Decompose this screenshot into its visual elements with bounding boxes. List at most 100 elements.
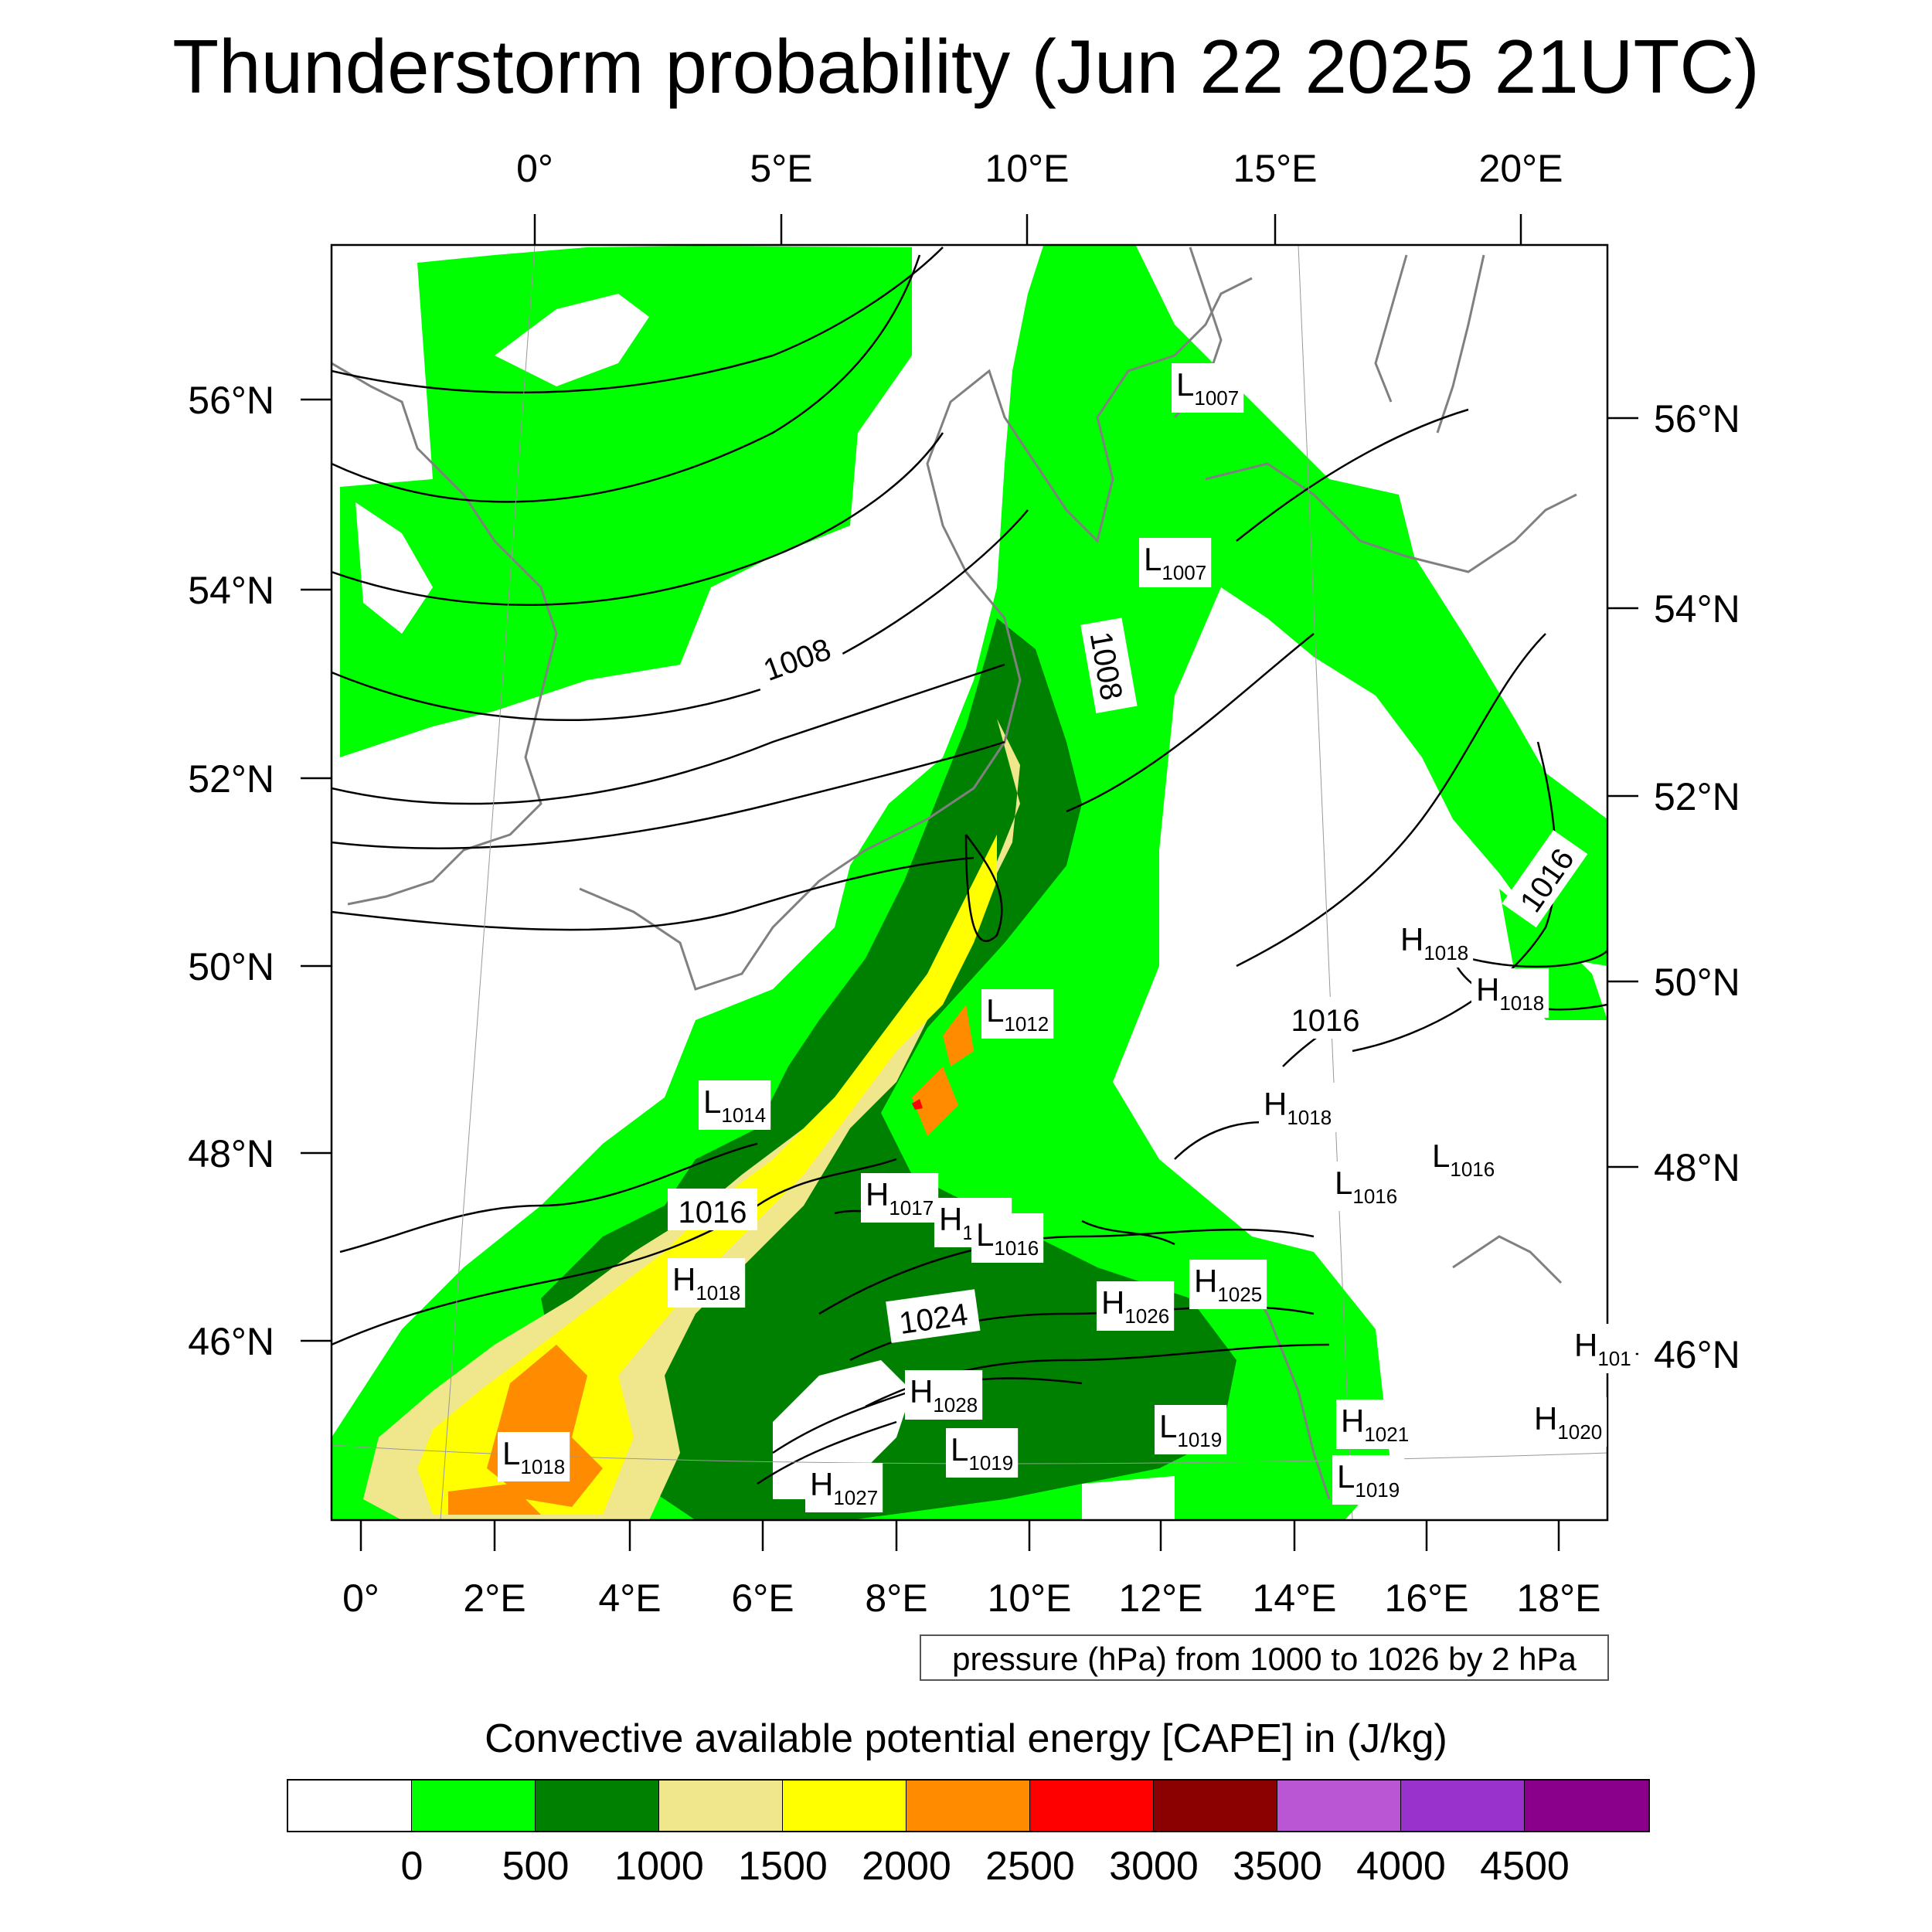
- cape-region-red: [912, 1099, 923, 1110]
- isobar-label: 1016: [1281, 997, 1370, 1039]
- top-lon-label: 10°E: [985, 147, 1070, 190]
- bottom-lon-label: 6°E: [731, 1577, 794, 1620]
- high-pressure-label: H1021: [1336, 1400, 1414, 1449]
- cape-region-green: [340, 246, 912, 757]
- svg-text:H1028: H1028: [910, 1373, 978, 1417]
- top-lon-label: 20°E: [1479, 147, 1563, 190]
- isobar-labels: 1008 1008 1016 1016 1016 1024: [668, 617, 1588, 1343]
- bottom-lon-label: 18°E: [1517, 1577, 1601, 1620]
- colorbar-tick-label: 1500: [738, 1844, 828, 1889]
- low-pressure-label: L1019: [1155, 1405, 1227, 1454]
- low-pressure-label: L1019: [946, 1428, 1019, 1478]
- low-pressure-label: L1016: [971, 1213, 1044, 1263]
- colorbar-tick-label: 2000: [862, 1844, 951, 1889]
- right-lat-label: 54°N: [1654, 587, 1740, 631]
- colorbar-tick-label: 4000: [1356, 1844, 1446, 1889]
- left-lat-label: 48°N: [188, 1132, 274, 1175]
- isobar-label: 1016: [668, 1189, 757, 1230]
- colorbar-tick-label: 1000: [614, 1844, 704, 1889]
- svg-text:L1016: L1016: [1335, 1165, 1397, 1208]
- svg-text:L1014: L1014: [703, 1083, 766, 1127]
- right-lat-label: 56°N: [1654, 397, 1740, 440]
- svg-text:H1021: H1021: [1341, 1403, 1409, 1446]
- svg-text:H1018: H1018: [1400, 921, 1468, 964]
- svg-text:L1016: L1016: [1432, 1138, 1495, 1181]
- map-border: [330, 243, 1609, 1522]
- svg-text:H1026: H1026: [1101, 1284, 1169, 1328]
- low-pressure-label: L1018: [498, 1432, 570, 1481]
- bottom-lon-label: 0°: [342, 1577, 379, 1620]
- left-lat-label: 56°N: [188, 379, 274, 422]
- low-pressure-label: L1016: [1427, 1134, 1500, 1184]
- svg-text:H1018: H1018: [672, 1261, 740, 1304]
- high-pressure-label: H1018: [668, 1258, 746, 1308]
- low-pressure-label: L1007: [1139, 538, 1212, 587]
- colorbar-tick-label: 2500: [985, 1844, 1075, 1889]
- low-pressure-label: L1012: [981, 989, 1054, 1039]
- bottom-lon-label: 14°E: [1253, 1577, 1337, 1620]
- high-pressure-label: H1025: [1189, 1260, 1267, 1309]
- colorbar-tick-label: 500: [502, 1844, 570, 1889]
- svg-text:L1012: L1012: [986, 992, 1049, 1036]
- svg-text:L1016: L1016: [976, 1216, 1039, 1260]
- high-pressure-label: H1020: [1529, 1397, 1607, 1447]
- colorbar-tick-label: 3500: [1233, 1844, 1322, 1889]
- colorbar-swatch: [412, 1781, 536, 1831]
- left-lat-labels: 56°N 54°N 52°N 50°N 48°N 46°N: [188, 379, 274, 1363]
- cape-region-yellow: [417, 773, 997, 1515]
- colorbar-swatch: [1525, 1781, 1648, 1831]
- colorbar-swatch: [1030, 1781, 1154, 1831]
- left-ticks: [301, 398, 332, 1342]
- high-pressure-label: H1018: [1396, 918, 1474, 968]
- svg-text:H101: H101: [1574, 1327, 1631, 1370]
- pressure-contour-note: pressure (hPa) from 1000 to 1026 by 2 hP…: [920, 1634, 1609, 1681]
- right-lat-label: 46°N: [1654, 1333, 1740, 1376]
- colorbar-swatch: [1154, 1781, 1277, 1831]
- pressure-centre-labels: L1007L1007L1012L1014H1017H1018L1016H1018…: [498, 363, 1636, 1512]
- svg-text:H1017: H1017: [866, 1176, 934, 1219]
- right-lat-label: 50°N: [1654, 961, 1740, 1004]
- svg-text:H1018: H1018: [1264, 1086, 1332, 1129]
- low-pressure-label: L1014: [699, 1080, 771, 1130]
- svg-text:L1007: L1007: [1144, 541, 1206, 584]
- bottom-lon-label: 16°E: [1385, 1577, 1469, 1620]
- svg-text:L1018: L1018: [502, 1435, 565, 1478]
- high-pressure-label: H1027: [805, 1463, 883, 1512]
- colorbar-swatch: [783, 1781, 906, 1831]
- top-lon-labels: 0° 5°E 10°E 15°E 20°E: [516, 147, 1563, 190]
- right-ticks: [1607, 417, 1638, 1355]
- isobar-label: 1008: [747, 622, 846, 692]
- chart-title: Thunderstorm probability (Jun 22 2025 21…: [172, 24, 1760, 109]
- bottom-lon-label: 12°E: [1119, 1577, 1203, 1620]
- colorbar-swatch: [1277, 1781, 1401, 1831]
- svg-text:H1025: H1025: [1194, 1263, 1262, 1306]
- svg-text:1016: 1016: [1291, 1004, 1360, 1038]
- right-lat-labels: 56°N 54°N 52°N 50°N 48°N 46°N: [1654, 397, 1740, 1376]
- coastlines: [332, 247, 1577, 1500]
- svg-text:L1019: L1019: [1159, 1408, 1222, 1451]
- bottom-lon-label: 4°E: [598, 1577, 661, 1620]
- colorbar-swatch: [536, 1781, 659, 1831]
- right-lat-label: 48°N: [1654, 1146, 1740, 1189]
- isobars: [332, 247, 1607, 1485]
- high-pressure-label: H1018: [1259, 1083, 1337, 1132]
- top-ticks: [533, 214, 1522, 245]
- svg-text:L1007: L1007: [1176, 366, 1239, 410]
- colorbar-tick-label: 4500: [1480, 1844, 1570, 1889]
- high-pressure-label: H1017: [861, 1173, 939, 1223]
- left-lat-label: 46°N: [188, 1320, 274, 1363]
- low-pressure-label: L1007: [1172, 363, 1244, 413]
- bottom-lon-label: 8°E: [865, 1577, 927, 1620]
- svg-text:H1020: H1020: [1534, 1400, 1602, 1444]
- top-lon-label: 15°E: [1233, 147, 1318, 190]
- bottom-lon-label: 2°E: [463, 1577, 526, 1620]
- cape-region-orange: [448, 1484, 541, 1515]
- colorbar-swatch: [288, 1781, 412, 1831]
- high-pressure-label: H1018: [1471, 968, 1549, 1018]
- left-lat-label: 54°N: [188, 569, 274, 612]
- low-pressure-label: L1016: [1330, 1162, 1403, 1211]
- colorbar-tick-label: 3000: [1109, 1844, 1199, 1889]
- high-pressure-label: H101: [1570, 1324, 1636, 1373]
- cape-region-orange: [943, 1005, 974, 1066]
